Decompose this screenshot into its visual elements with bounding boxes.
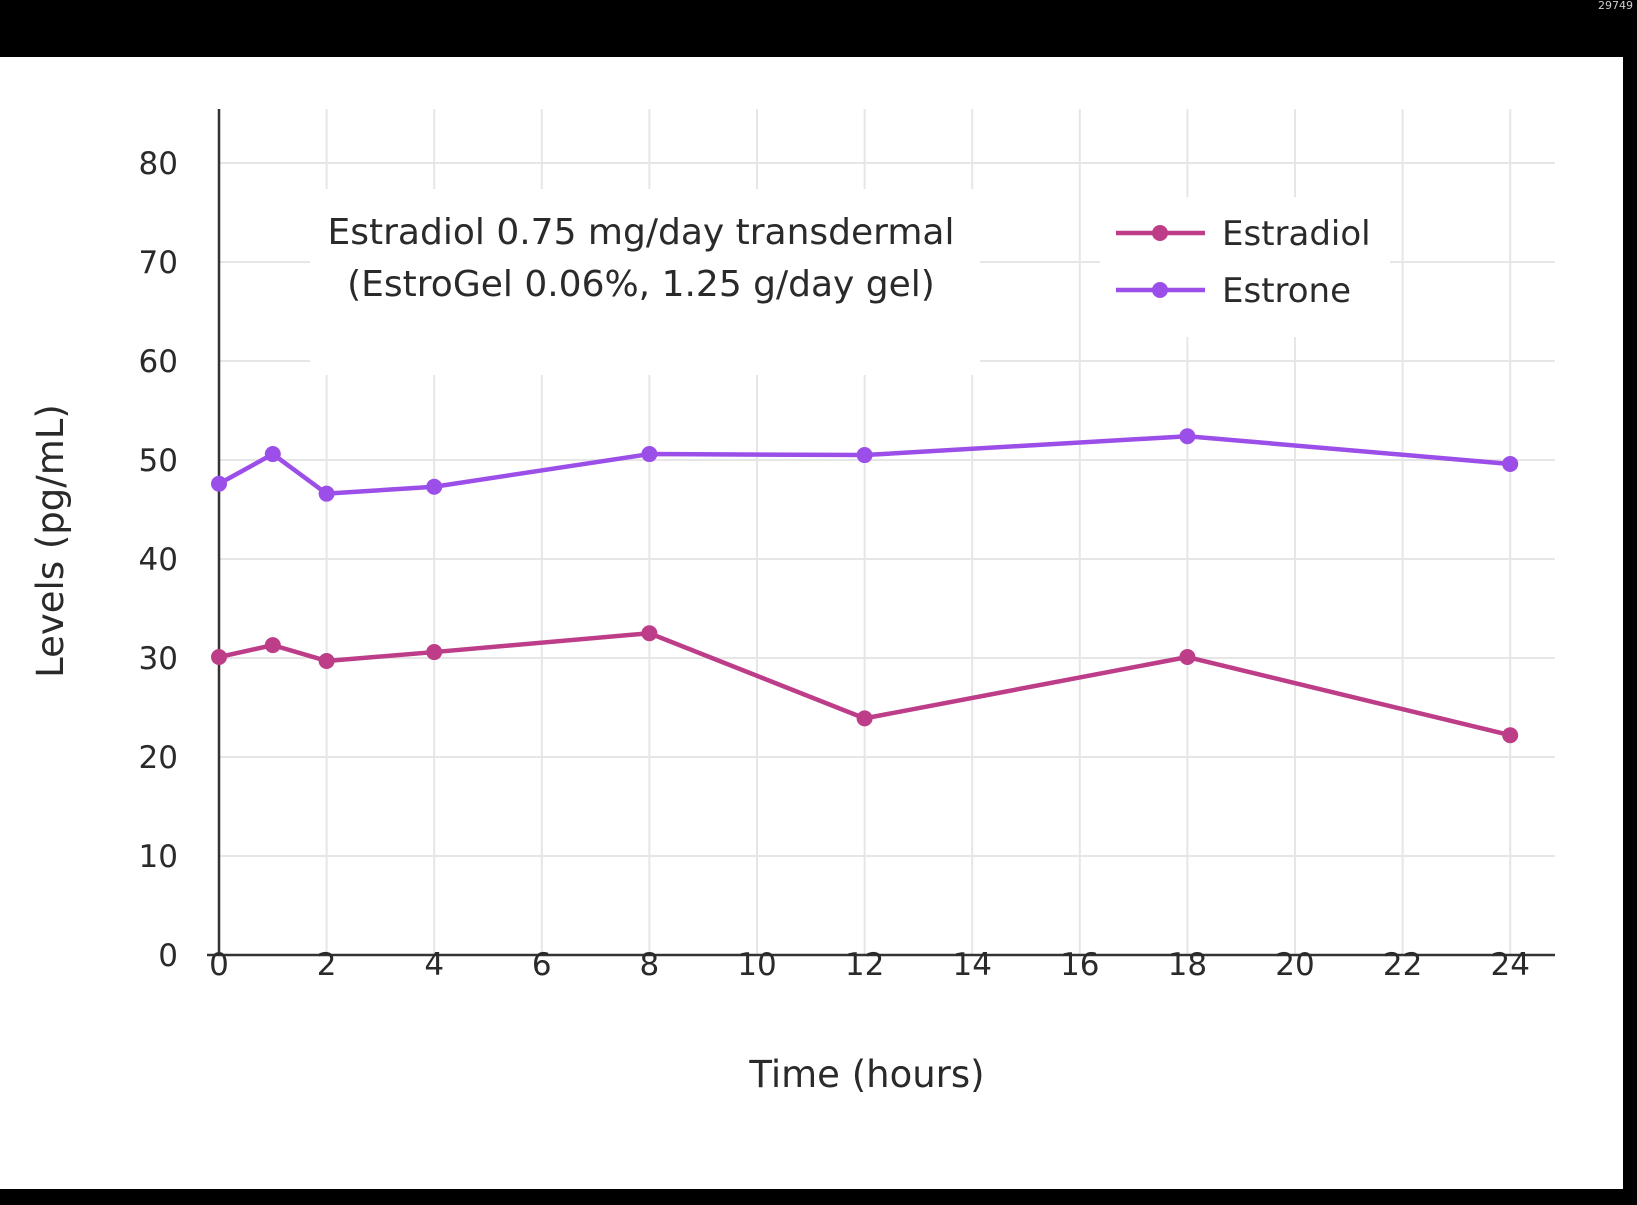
panel-edge (1623, 57, 1637, 1189)
x-tick-labels: 0 2 4 6 8 10 12 14 16 18 20 22 24 (209, 947, 1530, 983)
legend-label: Estrone (1222, 271, 1351, 311)
y-tick-label: 60 (139, 344, 178, 380)
series-estradiol (211, 625, 1519, 744)
series-group (211, 428, 1519, 744)
legend-item-estrone: Estrone (1116, 271, 1351, 311)
x-tick-label: 6 (532, 947, 552, 983)
estrone-point (211, 475, 227, 492)
estrone-point (1502, 455, 1519, 472)
bottom-bar (0, 1189, 1637, 1205)
y-tick-label: 0 (158, 938, 178, 974)
estradiol-line (218, 631, 1511, 738)
x-tick-label: 10 (737, 947, 776, 983)
x-tick-label: 0 (209, 947, 229, 983)
estrone-point (1179, 428, 1196, 445)
axes (207, 109, 1555, 957)
x-tick-label: 4 (424, 947, 444, 983)
y-tick-label: 40 (139, 542, 178, 578)
y-tick-label: 50 (139, 443, 178, 479)
line-chart: Estradiol 0.75 mg/day transdermal (Estro… (29, 109, 1555, 1096)
y-tick-label: 70 (139, 245, 178, 281)
x-tick-label: 20 (1275, 947, 1314, 983)
legend-swatch-marker (1152, 225, 1168, 241)
corner-tag: 29749 (1598, 0, 1633, 12)
x-tick-label: 22 (1383, 947, 1422, 983)
x-tick-label: 16 (1060, 947, 1099, 983)
estrone-line (217, 433, 1511, 496)
y-axis-title: Levels (pg/mL) (29, 404, 72, 678)
estradiol-point (318, 652, 335, 669)
x-tick-label: 18 (1168, 947, 1207, 983)
estradiol-point (211, 649, 227, 666)
estradiol-point (1502, 727, 1519, 744)
legend-swatch-marker (1152, 282, 1168, 298)
estradiol-point (426, 644, 443, 661)
annotation-background (310, 189, 980, 375)
estradiol-point (264, 637, 281, 654)
chart-annotation: Estradiol 0.75 mg/day transdermal (Estro… (310, 189, 980, 375)
x-tick-label: 2 (317, 947, 337, 983)
y-tick-label: 30 (139, 641, 178, 677)
y-tick-label: 20 (139, 740, 178, 776)
estradiol-point (641, 625, 658, 642)
series-estrone (211, 428, 1519, 502)
estrone-point (264, 446, 281, 463)
legend-item-estradiol: Estradiol (1116, 214, 1371, 254)
y-tick-label: 80 (139, 146, 178, 182)
x-tick-label: 12 (845, 947, 884, 983)
x-tick-label: 24 (1490, 947, 1529, 983)
estrone-point (856, 447, 873, 464)
estradiol-point (1179, 649, 1196, 666)
legend: Estradiol Estrone (1100, 197, 1390, 337)
estrone-point (426, 478, 443, 495)
chart-panel: Estradiol 0.75 mg/day transdermal (Estro… (0, 57, 1623, 1189)
legend-background (1100, 197, 1390, 337)
x-axis-title: Time (hours) (748, 1053, 984, 1096)
annotation-line-1: Estradiol 0.75 mg/day transdermal (328, 212, 955, 253)
legend-label: Estradiol (1222, 214, 1371, 254)
top-bar: 29749 (0, 0, 1637, 56)
annotation-line-2: (EstroGel 0.06%, 1.25 g/day gel) (347, 264, 935, 305)
estradiol-point (856, 710, 873, 727)
x-tick-label: 14 (952, 947, 991, 983)
estrone-point (318, 485, 335, 502)
y-tick-label: 10 (139, 839, 178, 875)
estrone-point (641, 446, 658, 463)
y-tick-labels: 0 10 20 30 40 50 60 70 80 (139, 146, 178, 974)
x-tick-label: 8 (640, 947, 660, 983)
